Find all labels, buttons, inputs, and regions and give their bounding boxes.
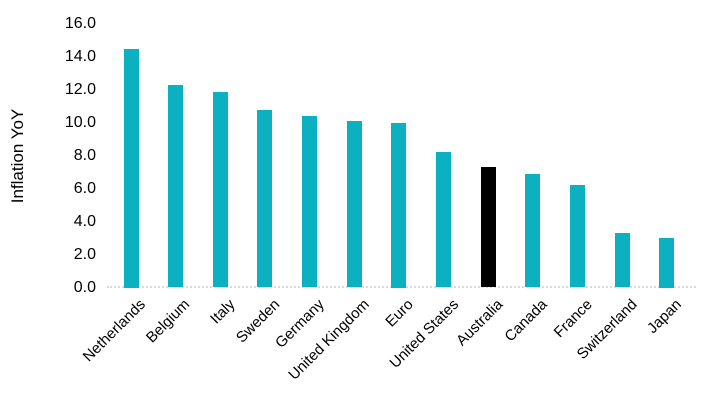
y-tick-label: 10.0 — [64, 113, 96, 131]
y-tick-label: 16.0 — [64, 15, 96, 32]
y-tick-label: 0.0 — [73, 278, 96, 296]
y-tick-label: 6.0 — [73, 179, 96, 197]
x-tick-label: Netherlands — [79, 296, 150, 366]
bar-sweden — [257, 109, 273, 288]
x-tick-label: United Kingdom — [284, 296, 373, 384]
bar-germany — [302, 116, 318, 288]
x-tick-label: Australia — [452, 296, 507, 350]
bar-belgium — [168, 84, 184, 288]
bar-japan — [659, 238, 675, 288]
bar-canada — [525, 173, 541, 288]
y-tick-label: 4.0 — [73, 212, 96, 230]
x-tick-label: Italy — [206, 296, 239, 328]
bar-netherlands — [123, 48, 139, 288]
x-tick-label: Belgium — [143, 296, 194, 347]
bar-united-kingdom — [346, 121, 362, 288]
y-axis-label: Inflation YoY — [8, 108, 27, 204]
y-tick-label: 14.0 — [64, 47, 96, 65]
y-tick-label: 8.0 — [73, 146, 96, 164]
x-tick-label: Canada — [501, 296, 551, 346]
y-tick-label: 12.0 — [64, 80, 96, 98]
x-tick-label: Japan — [643, 296, 685, 337]
bar-france — [570, 185, 585, 288]
y-tick-label: 2.0 — [73, 245, 96, 263]
bar-australia — [480, 167, 496, 288]
x-tick-label: Euro — [382, 296, 417, 331]
bar-italy — [212, 91, 228, 288]
bar-euro — [391, 122, 407, 288]
bar-switzerland — [614, 233, 630, 288]
bar-united-states — [436, 152, 452, 288]
